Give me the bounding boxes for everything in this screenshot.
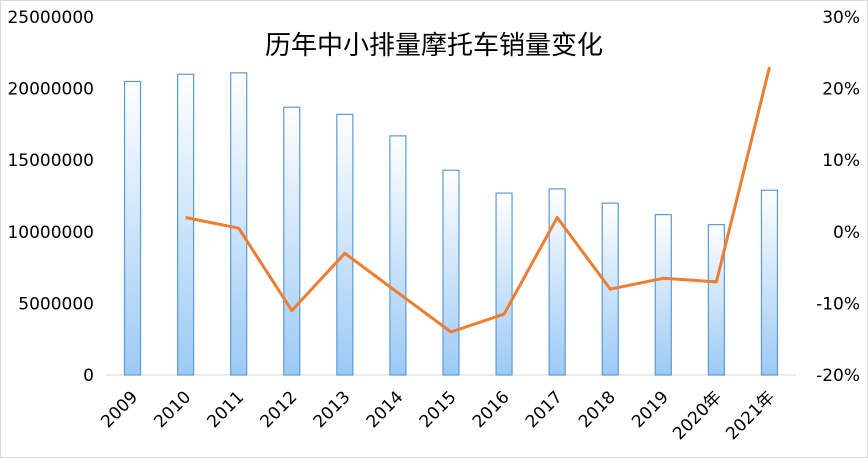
bar — [760, 189, 779, 376]
left-axis-tick-label: 5000000 — [18, 294, 94, 314]
bar — [495, 192, 513, 376]
left-axis-tick-label: 0 — [83, 366, 94, 386]
left-axis-ticks: 0 5000000 10000000 15000000 20000000 25000000 — [7, 8, 94, 386]
bar — [123, 80, 142, 376]
bar — [336, 113, 354, 376]
bar — [389, 135, 407, 376]
left-axis-tick-label: 25000000 — [7, 8, 94, 28]
bar — [230, 72, 248, 376]
right-axis-tick-label: 20% — [822, 80, 860, 100]
left-axis-tick-label: 10000000 — [7, 223, 94, 243]
bar-series — [123, 72, 779, 376]
bar — [548, 188, 566, 376]
growth-rate-line — [185, 66, 771, 334]
right-axis-tick-label: 0% — [833, 223, 860, 243]
right-axis-tick-label: 10% — [822, 151, 860, 171]
bar — [442, 169, 460, 376]
bar — [177, 73, 195, 376]
bar — [283, 106, 301, 376]
right-axis-tick-label: 30% — [822, 8, 860, 28]
chart-title: 历年中小排量摩托车销量变化 — [265, 31, 603, 61]
left-axis-tick-label: 15000000 — [7, 151, 94, 171]
left-axis-tick-label: 20000000 — [7, 80, 94, 100]
right-axis-ticks: -20% -10% 0% 10% 20% 30% — [816, 8, 860, 386]
bar — [707, 224, 725, 376]
right-axis-tick-label: -20% — [816, 366, 860, 386]
right-axis-tick-label: -10% — [816, 294, 860, 314]
bar — [654, 214, 672, 376]
